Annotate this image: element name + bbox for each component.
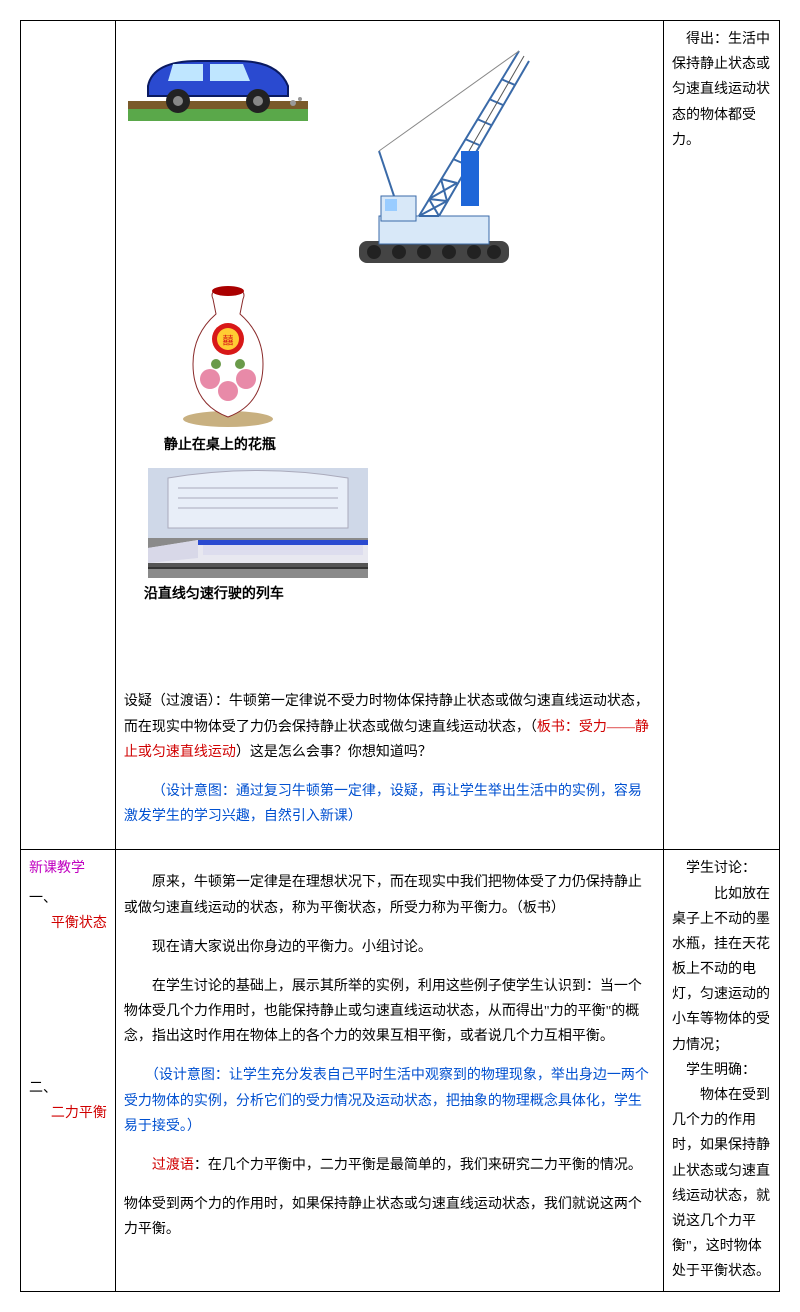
right-cell-1: 得出：生活中保持静止状态或匀速直线运动状态的物体都受力。	[664, 21, 780, 850]
right-note-2b: 比如放在桌子上不动的墨水瓶，挂在天花板上不动的电灯，匀速运动的小车等物体的受力情…	[672, 882, 771, 1058]
text: ）这是怎么会事？你想知道吗？	[236, 745, 432, 760]
svg-text:囍: 囍	[222, 334, 233, 347]
car-illustration	[128, 31, 308, 121]
vase-caption: 静止在桌上的花瓶	[164, 433, 655, 458]
design-intent-1: （设计意图：通过复习牛顿第一定律，设疑，再让学生举出生活中的实例，容易激发学生的…	[124, 779, 655, 829]
item-num-1: 一、	[29, 891, 57, 906]
page: 囍 静止在桌上的花瓶	[20, 20, 780, 1292]
lesson-table: 囍 静止在桌上的花瓶	[20, 20, 780, 1292]
right-cell-2: 学生讨论： 比如放在桌子上不动的墨水瓶，挂在天花板上不动的电灯，匀速运动的小车等…	[664, 850, 780, 1291]
left-cell-1	[21, 21, 116, 850]
item-text-1: 平衡状态	[51, 911, 107, 936]
mid-cell-1: 囍 静止在桌上的花瓶	[115, 21, 663, 850]
train-caption: 沿直线匀速行驶的列车	[144, 582, 655, 607]
transition-paragraph: 过渡语：在几个力平衡中，二力平衡是最简单的，我们来研究二力平衡的情况。	[124, 1153, 655, 1178]
p1: 原来，牛顿第一定律是在理想状况下，而在现实中我们把物体受了力仍保持静止或做匀速直…	[124, 870, 655, 920]
transition-text: ：在几个力平衡中，二力平衡是最简单的，我们来研究二力平衡的情况。	[194, 1158, 642, 1173]
crane-illustration	[319, 31, 549, 271]
right-note-2d: 物体在受到几个力的作用时，如果保持静止状态或匀速直线运动状态，就说这几个力平衡"…	[672, 1083, 771, 1285]
p2: 现在请大家说出你身边的平衡力。小组讨论。	[124, 935, 655, 960]
right-note-1: 得出：生活中保持静止状态或匀速直线运动状态的物体都受力。	[672, 27, 771, 153]
train-illustration	[148, 468, 368, 578]
section-heading: 新课教学	[29, 856, 107, 881]
question-paragraph: 设疑（过渡语）：牛顿第一定律说不受力时物体保持静止状态或做匀速直线运动状态，而在…	[124, 689, 655, 765]
p4: 物体受到两个力的作用时，如果保持静止状态或匀速直线运动状态，我们就说这两个力平衡…	[124, 1192, 655, 1242]
design-intent-2: （设计意图：让学生充分发表自己平时生活中观察到的物理现象，举出身边一两个受力物体…	[124, 1063, 655, 1139]
p3: 在学生讨论的基础上，展示其所举的实例，利用这些例子使学生认识到：当一个物体受几个…	[124, 974, 655, 1050]
transition-label: 过渡语	[152, 1158, 194, 1173]
right-note-2c: 学生明确：	[672, 1058, 771, 1083]
vase-illustration: 囍	[168, 279, 288, 429]
left-cell-2: 新课教学 一、 平衡状态 二、 二力平衡	[21, 850, 116, 1291]
item-text-2: 二力平衡	[51, 1101, 107, 1126]
mid-cell-2: 原来，牛顿第一定律是在理想状况下，而在现实中我们把物体受了力仍保持静止或做匀速直…	[115, 850, 663, 1291]
images-block: 囍 静止在桌上的花瓶	[124, 27, 655, 607]
item-num-2: 二、	[29, 1081, 57, 1096]
table-row: 囍 静止在桌上的花瓶	[21, 21, 780, 850]
table-row: 新课教学 一、 平衡状态 二、 二力平衡 原来，牛顿第一定律是在理想状况下，而在…	[21, 850, 780, 1291]
right-note-2a: 学生讨论：	[672, 856, 771, 881]
